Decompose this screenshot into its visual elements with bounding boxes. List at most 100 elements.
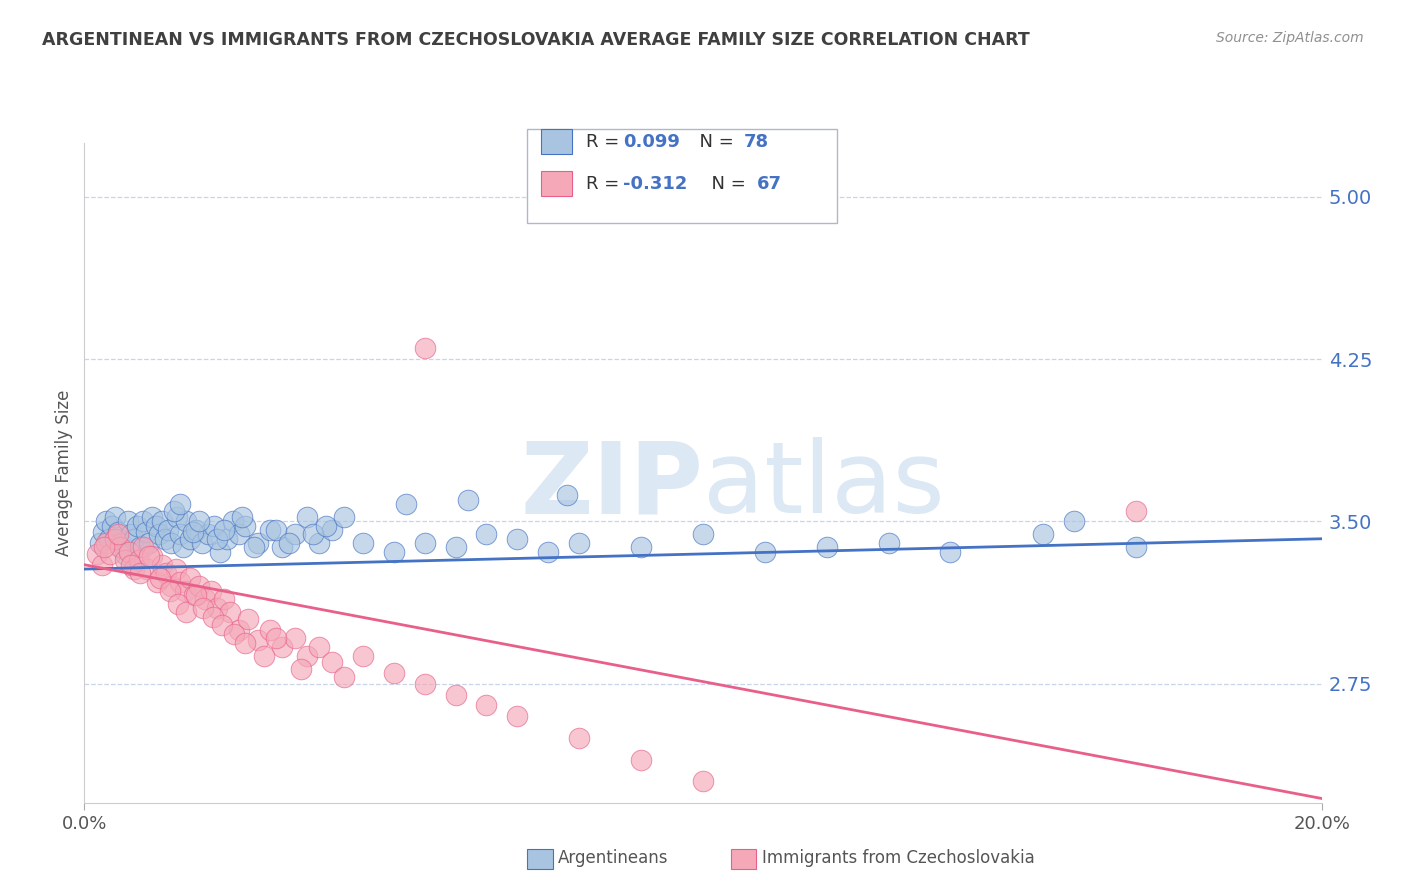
Text: N =: N =: [688, 133, 740, 151]
Point: [183, 588, 205, 602]
Point: [218, 605, 240, 619]
Point: [91, 525, 114, 540]
Point: [202, 518, 225, 533]
Point: [176, 515, 198, 529]
Point: [295, 648, 318, 663]
Point: [246, 633, 269, 648]
Point: [160, 579, 183, 593]
Y-axis label: Average Family Size: Average Family Size: [55, 390, 73, 556]
Point: [176, 605, 198, 619]
Point: [1125, 503, 1147, 517]
Point: [128, 553, 150, 567]
Point: [333, 510, 356, 524]
Point: [94, 515, 117, 529]
Text: Immigrants from Czechoslovakia: Immigrants from Czechoslovakia: [762, 849, 1035, 867]
Text: Argentineans: Argentineans: [558, 849, 669, 867]
Point: [228, 623, 250, 637]
Point: [110, 541, 132, 555]
Text: 0.099: 0.099: [623, 133, 679, 151]
Point: [173, 583, 195, 598]
Point: [160, 536, 183, 550]
Point: [877, 536, 900, 550]
Point: [222, 627, 245, 641]
Text: ZIP: ZIP: [520, 437, 703, 534]
Point: [155, 566, 177, 581]
Point: [537, 545, 560, 559]
Point: [413, 341, 436, 355]
Text: -0.312: -0.312: [623, 175, 688, 193]
Point: [212, 592, 235, 607]
Point: [246, 536, 269, 550]
Point: [150, 558, 173, 572]
Point: [382, 545, 405, 559]
Point: [308, 536, 330, 550]
Point: [165, 562, 187, 576]
Point: [1032, 527, 1054, 541]
Point: [555, 488, 578, 502]
Point: [141, 510, 163, 524]
Point: [457, 492, 479, 507]
Point: [692, 774, 714, 789]
Point: [1063, 515, 1085, 529]
Point: [166, 510, 188, 524]
Point: [333, 670, 356, 684]
Point: [184, 588, 207, 602]
Point: [222, 515, 245, 529]
Point: [284, 527, 307, 541]
Point: [295, 510, 318, 524]
Point: [264, 523, 287, 537]
Point: [228, 527, 250, 541]
Point: [98, 532, 121, 546]
Point: [630, 752, 652, 766]
Point: [271, 640, 294, 654]
Point: [122, 562, 145, 576]
Point: [110, 536, 132, 550]
Point: [815, 541, 838, 555]
Point: [184, 523, 207, 537]
Text: ARGENTINEAN VS IMMIGRANTS FROM CZECHOSLOVAKIA AVERAGE FAMILY SIZE CORRELATION CH: ARGENTINEAN VS IMMIGRANTS FROM CZECHOSLO…: [42, 31, 1031, 49]
Point: [209, 545, 232, 559]
Point: [125, 518, 148, 533]
Point: [308, 640, 330, 654]
Point: [191, 601, 214, 615]
Text: R =: R =: [586, 133, 626, 151]
Point: [181, 525, 204, 540]
Point: [153, 532, 176, 546]
Point: [207, 532, 229, 546]
Point: [156, 523, 179, 537]
Point: [187, 515, 209, 529]
Point: [233, 518, 256, 533]
Point: [169, 527, 191, 541]
Point: [444, 688, 467, 702]
Point: [191, 536, 214, 550]
Point: [98, 547, 121, 561]
Point: [120, 527, 142, 541]
Point: [120, 558, 142, 572]
Point: [89, 536, 111, 550]
Point: [321, 655, 343, 669]
Text: Source: ZipAtlas.com: Source: ZipAtlas.com: [1216, 31, 1364, 45]
Point: [568, 731, 591, 745]
Point: [138, 536, 160, 550]
Point: [692, 527, 714, 541]
Point: [194, 592, 217, 607]
Point: [129, 566, 152, 581]
Point: [315, 518, 337, 533]
Point: [136, 562, 159, 576]
Point: [253, 648, 276, 663]
Point: [231, 510, 253, 524]
Point: [159, 583, 181, 598]
Point: [215, 532, 238, 546]
Point: [187, 579, 209, 593]
Point: [129, 541, 152, 555]
Point: [118, 545, 141, 559]
Point: [135, 525, 157, 540]
Point: [233, 635, 256, 649]
Point: [150, 515, 173, 529]
Point: [167, 597, 190, 611]
Point: [172, 541, 194, 555]
Point: [475, 698, 498, 713]
Point: [197, 527, 219, 541]
Point: [290, 662, 312, 676]
Point: [1125, 541, 1147, 555]
